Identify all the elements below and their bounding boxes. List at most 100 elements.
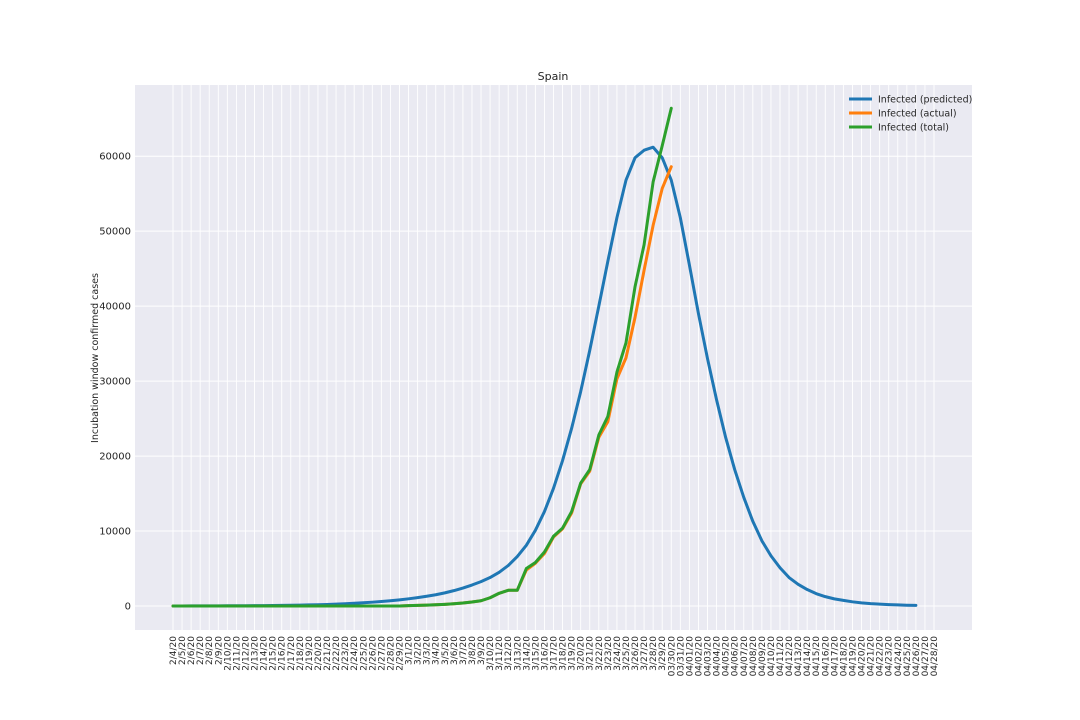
x-tick-label: 04/18/20 — [839, 636, 849, 677]
legend-label-actual: Infected (actual) — [878, 109, 957, 120]
x-tick-label: 3/22/20 — [595, 636, 605, 671]
x-tick-label: 03/31/20 — [676, 636, 686, 677]
x-tick-label: 2/12/20 — [241, 636, 251, 671]
x-tick-label: 2/25/20 — [359, 636, 369, 671]
y-axis-label: Incubation window confirmed cases — [90, 273, 101, 443]
legend-label-predicted: Infected (predicted) — [878, 95, 972, 106]
x-tick-label: 04/27/20 — [921, 636, 931, 677]
x-tick-label: 3/4/20 — [432, 636, 442, 665]
y-tick-label: 50000 — [99, 227, 131, 238]
x-tick-label: 3/23/20 — [604, 636, 614, 671]
x-tick-label: 2/6/20 — [187, 636, 197, 665]
x-tick-label: 3/12/20 — [504, 636, 514, 671]
x-tick-label: 3/13/20 — [513, 636, 523, 671]
x-tick-label: 04/28/20 — [930, 636, 940, 677]
x-tick-label: 04/16/20 — [821, 636, 831, 677]
x-tick-label: 3/8/20 — [468, 636, 478, 665]
x-tick-label: 04/04/20 — [713, 636, 723, 677]
y-tick-label: 20000 — [99, 452, 131, 463]
x-tick-label: 04/19/20 — [848, 636, 858, 677]
x-tick-label: 2/26/20 — [368, 636, 378, 671]
x-tick-label: 04/12/20 — [785, 636, 795, 677]
x-tick-label: 04/09/20 — [758, 636, 768, 677]
x-tick-label: 2/4/20 — [169, 636, 179, 665]
series-line-total — [171, 106, 673, 608]
y-tick-labels: 0 10000 20000 30000 40000 50000 60000 — [99, 152, 131, 613]
x-tick-label: 04/01/20 — [685, 636, 695, 677]
x-tick-label: 2/27/20 — [377, 636, 387, 671]
y-tick-label: 0 — [125, 602, 131, 613]
x-tick-label: 2/14/20 — [260, 636, 270, 671]
x-tick-label: 2/23/20 — [341, 636, 351, 671]
x-tick-label: 2/19/20 — [305, 636, 315, 671]
chart-title: Spain — [538, 70, 569, 83]
x-tick-label: 04/13/20 — [794, 636, 804, 677]
x-tick-label: 2/18/20 — [296, 636, 306, 671]
x-tick-label: 3/9/20 — [477, 636, 487, 665]
x-tick-label: 3/21/20 — [586, 636, 596, 671]
x-tick-label: 04/21/20 — [867, 636, 877, 677]
x-tick-label: 3/19/20 — [568, 636, 578, 671]
x-gridlines — [172, 85, 935, 630]
x-tick-label: 2/5/20 — [178, 636, 188, 665]
x-tick-label: 04/14/20 — [803, 636, 813, 677]
x-tick-label: 04/23/20 — [885, 636, 895, 677]
x-tick-label: 04/24/20 — [894, 636, 904, 677]
x-tick-label: 04/07/20 — [740, 636, 750, 677]
x-tick-label: 04/26/20 — [912, 636, 922, 677]
x-tick-label: 2/10/20 — [223, 636, 233, 671]
series-lines — [171, 106, 918, 608]
x-tick-label: 3/20/20 — [577, 636, 587, 671]
x-tick-label: 3/2/20 — [414, 636, 424, 665]
x-tick-label: 3/3/20 — [423, 636, 433, 665]
x-tick-label: 3/15/20 — [531, 636, 541, 671]
x-tick-label: 04/02/20 — [694, 636, 704, 677]
x-tick-label: 2/28/20 — [386, 636, 396, 671]
legend: Infected (predicted) Infected (actual) I… — [849, 95, 972, 134]
x-tick-label: 3/25/20 — [622, 636, 632, 671]
x-tick-label: 3/7/20 — [459, 636, 469, 665]
y-tick-label: 30000 — [99, 377, 131, 388]
x-tick-label: 2/20/20 — [314, 636, 324, 671]
x-tick-label: 04/15/20 — [812, 636, 822, 677]
x-tick-label: 04/22/20 — [876, 636, 886, 677]
x-tick-label: 2/8/20 — [205, 636, 215, 665]
x-tick-label: 2/7/20 — [196, 636, 206, 665]
x-tick-label: 2/24/20 — [350, 636, 360, 671]
x-tick-label: 3/1/20 — [405, 636, 415, 665]
x-tick-label: 2/16/20 — [278, 636, 288, 671]
x-tick-label: 2/29/20 — [395, 636, 405, 671]
x-tick-label: 3/17/20 — [550, 636, 560, 671]
x-tick-label: 03/30/20 — [667, 636, 677, 677]
y-tick-label: 10000 — [99, 527, 131, 538]
legend-label-total: Infected (total) — [878, 123, 949, 134]
x-tick-label: 3/27/20 — [640, 636, 650, 671]
x-tick-label: 3/10/20 — [486, 636, 496, 671]
y-tick-label: 40000 — [99, 302, 131, 313]
x-tick-label: 3/16/20 — [540, 636, 550, 671]
x-tick-label: 3/24/20 — [613, 636, 623, 671]
x-tick-label: 2/22/20 — [332, 636, 342, 671]
x-tick-label: 2/9/20 — [214, 636, 224, 665]
x-tick-label: 04/25/20 — [903, 636, 913, 677]
x-tick-label: 3/29/20 — [658, 636, 668, 671]
x-tick-label: 2/15/20 — [269, 636, 279, 671]
x-tick-label: 04/20/20 — [858, 636, 868, 677]
x-tick-label: 2/21/20 — [323, 636, 333, 671]
x-tick-label: 04/10/20 — [767, 636, 777, 677]
x-tick-label: 3/5/20 — [441, 636, 451, 665]
x-tick-label: 04/08/20 — [749, 636, 759, 677]
x-tick-label: 04/17/20 — [830, 636, 840, 677]
x-tick-label: 3/18/20 — [559, 636, 569, 671]
x-tick-label: 2/11/20 — [232, 636, 242, 671]
x-tick-label: 04/03/20 — [704, 636, 714, 677]
x-tick-labels: 2/4/20 2/5/20 2/6/20 2/7/20 2/8/20 2/9/20 2/10… — [169, 636, 940, 677]
y-tick-label: 60000 — [99, 152, 131, 163]
x-tick-label: 3/14/20 — [522, 636, 532, 671]
x-tick-label: 2/17/20 — [287, 636, 297, 671]
x-tick-label: 3/28/20 — [649, 636, 659, 671]
x-tick-label: 04/05/20 — [722, 636, 732, 677]
x-tick-label: 3/11/20 — [495, 636, 505, 671]
x-tick-label: 3/26/20 — [631, 636, 641, 671]
